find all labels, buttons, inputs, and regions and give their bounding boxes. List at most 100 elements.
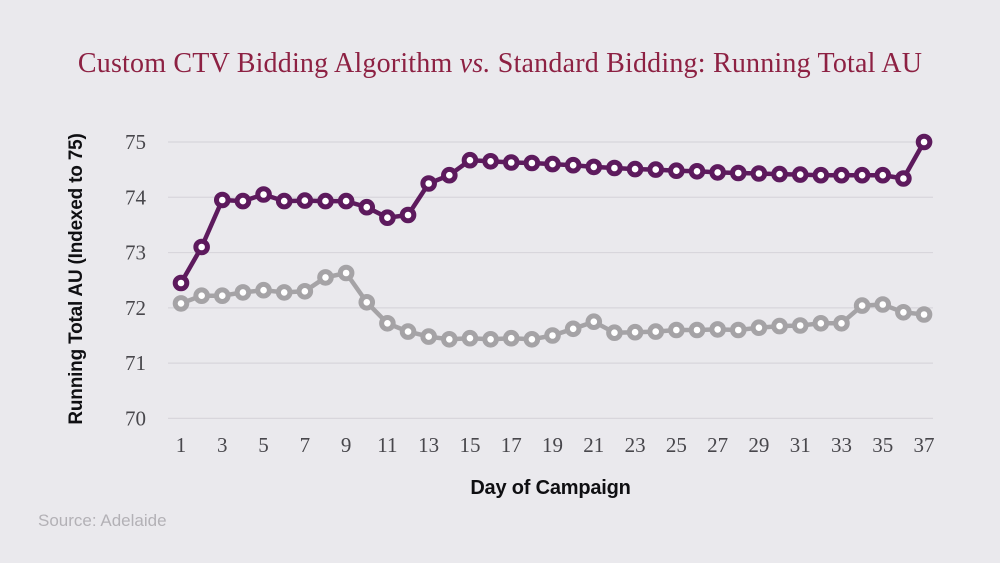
x-tick-label: 3 xyxy=(217,433,228,457)
data-point-custom-ctv-bidding-algorithm xyxy=(275,192,293,210)
data-point-standard-bidding xyxy=(626,323,644,341)
x-tick-label: 15 xyxy=(459,433,480,457)
x-tick-label: 21 xyxy=(583,433,604,457)
data-point-standard-bidding xyxy=(213,287,231,305)
data-point-custom-ctv-bidding-algorithm xyxy=(502,154,520,171)
x-tick-label: 11 xyxy=(377,433,397,457)
data-point-standard-bidding xyxy=(647,323,665,340)
data-point-custom-ctv-bidding-algorithm xyxy=(915,133,933,151)
data-point-standard-bidding xyxy=(358,294,376,311)
data-point-standard-bidding xyxy=(833,315,850,332)
data-point-custom-ctv-bidding-algorithm xyxy=(771,165,788,183)
x-axis-title: Day of Campaign xyxy=(470,477,631,499)
data-point-standard-bidding xyxy=(461,329,479,347)
data-point-standard-bidding xyxy=(234,284,252,301)
data-point-standard-bidding xyxy=(193,287,210,305)
x-tick-label: 7 xyxy=(300,433,311,457)
data-point-custom-ctv-bidding-algorithm xyxy=(626,160,644,178)
x-tick-label: 13 xyxy=(418,433,439,457)
x-tick-label: 35 xyxy=(872,433,893,457)
data-point-custom-ctv-bidding-algorithm xyxy=(585,158,603,176)
chart-title-vs: vs. xyxy=(459,48,491,79)
data-point-custom-ctv-bidding-algorithm xyxy=(523,154,541,172)
data-point-standard-bidding xyxy=(502,329,520,347)
x-tick-label: 5 xyxy=(258,433,269,457)
data-point-standard-bidding xyxy=(523,331,541,348)
y-tick-label: 75 xyxy=(125,130,146,154)
data-point-standard-bidding xyxy=(709,321,726,338)
data-point-custom-ctv-bidding-algorithm xyxy=(420,175,437,192)
x-tick-label: 37 xyxy=(914,433,935,457)
data-point-custom-ctv-bidding-algorithm xyxy=(379,209,396,226)
data-point-standard-bidding xyxy=(544,327,561,344)
chart-title: Custom CTV Bidding Algorithm vs. Standar… xyxy=(0,48,1000,80)
x-tick-label: 19 xyxy=(542,433,563,457)
data-point-standard-bidding xyxy=(172,295,190,312)
y-axis-title: Running Total AU (Indexed to 75) xyxy=(66,133,87,425)
data-point-custom-ctv-bidding-algorithm xyxy=(688,163,706,180)
data-point-custom-ctv-bidding-algorithm xyxy=(729,164,747,182)
x-tick-label: 33 xyxy=(831,433,852,457)
data-point-standard-bidding xyxy=(317,269,334,286)
y-tick-label: 72 xyxy=(125,296,146,320)
data-point-standard-bidding xyxy=(296,283,314,300)
y-tick-label: 71 xyxy=(125,351,146,375)
data-point-custom-ctv-bidding-algorithm xyxy=(399,206,417,224)
data-point-standard-bidding xyxy=(729,321,747,339)
data-point-standard-bidding xyxy=(853,297,871,314)
chart-title-suffix: Standard Bidding: Running Total AU xyxy=(490,48,923,79)
data-point-standard-bidding xyxy=(668,321,685,339)
x-tick-label: 23 xyxy=(625,433,646,457)
data-point-custom-ctv-bidding-algorithm xyxy=(564,156,582,174)
data-point-standard-bidding xyxy=(812,315,830,332)
data-point-custom-ctv-bidding-algorithm xyxy=(193,238,210,256)
x-tick-label: 1 xyxy=(176,433,187,457)
x-tick-label: 17 xyxy=(501,433,522,457)
y-tick-label: 73 xyxy=(125,241,146,265)
data-point-standard-bidding xyxy=(585,313,603,331)
data-point-standard-bidding xyxy=(688,321,706,339)
data-point-standard-bidding xyxy=(337,264,355,282)
data-point-custom-ctv-bidding-algorithm xyxy=(172,274,190,292)
data-point-custom-ctv-bidding-algorithm xyxy=(337,192,355,210)
data-point-custom-ctv-bidding-algorithm xyxy=(255,186,272,203)
x-tick-label: 29 xyxy=(748,433,769,457)
data-point-standard-bidding xyxy=(564,320,582,338)
chart-title-prefix: Custom CTV Bidding Algorithm xyxy=(77,48,460,79)
data-point-custom-ctv-bidding-algorithm xyxy=(317,192,334,210)
data-point-standard-bidding xyxy=(255,281,272,299)
source-note: Source: Adelaide xyxy=(38,511,167,530)
data-point-standard-bidding xyxy=(791,317,809,334)
x-tick-label: 25 xyxy=(666,433,687,457)
data-point-standard-bidding xyxy=(915,306,933,323)
data-point-standard-bidding xyxy=(874,296,892,313)
x-tick-label: 9 xyxy=(341,433,352,457)
data-point-custom-ctv-bidding-algorithm xyxy=(833,166,850,184)
y-tick-label: 70 xyxy=(125,406,146,430)
data-point-custom-ctv-bidding-algorithm xyxy=(213,191,231,209)
data-point-standard-bidding xyxy=(379,315,396,332)
data-point-custom-ctv-bidding-algorithm xyxy=(874,166,892,184)
data-point-custom-ctv-bidding-algorithm xyxy=(668,162,685,179)
data-point-standard-bidding xyxy=(420,328,437,345)
data-point-custom-ctv-bidding-algorithm xyxy=(895,170,912,187)
data-point-custom-ctv-bidding-algorithm xyxy=(358,198,376,216)
data-point-custom-ctv-bidding-algorithm xyxy=(647,161,665,178)
data-point-custom-ctv-bidding-algorithm xyxy=(750,165,768,182)
data-point-custom-ctv-bidding-algorithm xyxy=(441,166,458,184)
data-point-standard-bidding xyxy=(895,304,912,321)
data-point-custom-ctv-bidding-algorithm xyxy=(482,153,499,170)
data-point-custom-ctv-bidding-algorithm xyxy=(812,166,830,184)
x-tick-label: 31 xyxy=(790,433,811,457)
data-point-standard-bidding xyxy=(750,319,768,337)
data-point-standard-bidding xyxy=(482,331,499,348)
data-point-standard-bidding xyxy=(399,323,417,340)
x-tick-label: 27 xyxy=(707,433,728,457)
y-tick-label: 74 xyxy=(125,185,147,209)
data-point-custom-ctv-bidding-algorithm xyxy=(461,151,479,169)
data-point-custom-ctv-bidding-algorithm xyxy=(709,164,726,181)
data-point-standard-bidding xyxy=(441,331,458,348)
data-point-custom-ctv-bidding-algorithm xyxy=(853,166,871,184)
